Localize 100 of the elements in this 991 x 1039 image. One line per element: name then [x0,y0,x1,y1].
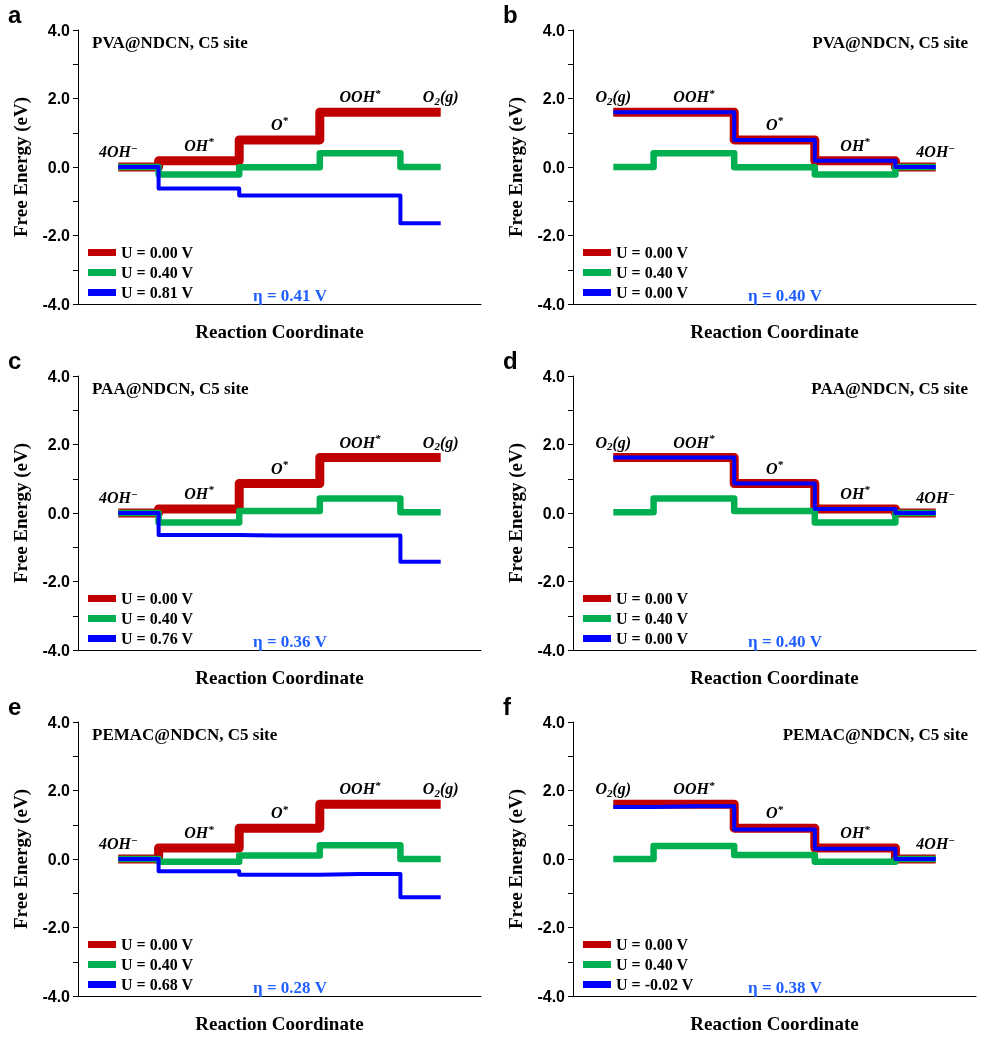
chart-title: PVA@NDCN, C5 site [92,33,249,52]
text: e [8,692,22,720]
y-tick-label: 4.0 [542,713,566,731]
y-tick-label: -2.0 [537,227,566,244]
legend-label: U = 0.00 V [616,935,689,953]
chart-title: PEMAC@NDCN, C5 site [92,725,278,744]
text: c [8,346,22,374]
text: d [503,346,518,374]
y-tick-label: -2.0 [537,919,566,936]
y-tick-label: -4.0 [537,641,566,659]
y-axis-title: Free Energy (eV) [505,443,527,583]
y-tick-label: 4.0 [542,367,566,385]
x-tick-label: OH* [184,483,215,502]
y-tick-label: 0.0 [542,504,566,522]
legend-label: U = 0.00 V [616,283,689,301]
x-tick-label: OH* [184,822,215,842]
legend-label: U = 0.40 V [616,955,689,973]
x-axis-title: Reaction Coordinate [195,1013,364,1034]
text: f [503,692,512,720]
x-axis-title: Reaction Coordinate [195,667,364,688]
y-tick-label: -2.0 [42,573,71,590]
annotation: η = 0.40 V [748,632,823,651]
x-tick-label: OOH* [339,86,382,106]
annotation: η = 0.38 V [748,978,823,997]
legend-label: U = 0.40 V [616,263,689,281]
legend-label: U = 0.00 V [121,243,194,261]
y-tick-label: 4.0 [542,21,566,39]
chart-title: PEMAC@NDCN, C5 site [782,725,969,744]
y-tick-label: -2.0 [42,227,71,244]
chart-title: PVA@NDCN, C5 site [812,33,969,52]
y-tick-label: -4.0 [42,987,71,1005]
y-tick-label: 0.0 [47,504,71,522]
annotation: η = 0.28 V [253,978,328,997]
y-tick-label: 4.0 [47,367,71,385]
y-tick-label: -2.0 [42,919,71,936]
y-tick-label: 2.0 [542,782,566,799]
legend-label: U = 0.00 V [616,589,689,607]
y-tick-label: 0.0 [47,158,71,176]
x-axis-title: Reaction Coordinate [690,667,859,688]
legend-label: U = 0.40 V [121,263,194,281]
legend-label: U = 0.68 V [121,975,194,993]
legend-label: U = 0.76 V [121,629,194,647]
x-axis-title: Reaction Coordinate [195,321,364,342]
x-axis-title: Reaction Coordinate [690,1013,859,1034]
x-tick-label: 4OH− [97,833,138,852]
y-axis-title: Free Energy (eV) [10,789,32,929]
y-tick-label: -4.0 [42,641,71,659]
y-tick-label: 2.0 [47,782,71,799]
legend-label: U = -0.02 V [616,975,694,993]
x-tick-label: 4OH− [915,141,956,160]
x-tick-label: 4OH− [915,833,956,852]
y-tick-label: -2.0 [537,573,566,590]
y-tick-label: 0.0 [47,850,71,868]
annotation: η = 0.36 V [253,632,328,651]
text: b [503,0,518,28]
y-axis-title: Free Energy (eV) [10,443,32,583]
y-tick-label: 4.0 [47,21,71,39]
y-axis-title: Free Energy (eV) [505,789,527,929]
x-tick-label: O* [765,114,784,133]
legend-label: U = 0.00 V [121,935,194,953]
x-tick-label: 4OH− [97,141,138,160]
x-tick-label: 4OH− [97,487,138,506]
chart-title: PAA@NDCN, C5 site [811,379,969,398]
legend-label: U = 0.00 V [121,589,194,607]
x-tick-label: O* [765,458,784,477]
y-tick-label: -4.0 [537,295,566,313]
x-tick-label: OH* [840,822,871,842]
text: a [8,0,22,28]
y-tick-label: 0.0 [542,850,566,868]
x-tick-label: O* [270,802,289,822]
legend-label: U = 0.00 V [616,629,689,647]
y-tick-label: 4.0 [47,713,71,731]
y-tick-label: -4.0 [537,987,566,1005]
legend-label: U = 0.40 V [121,609,194,627]
chart-title: PAA@NDCN, C5 site [92,379,250,398]
legend-label: U = 0.81 V [121,283,194,301]
x-tick-label: 4OH− [915,487,956,506]
x-tick-label: OH* [840,135,871,154]
y-tick-label: 2.0 [542,436,566,453]
legend-label: U = 0.40 V [121,955,194,973]
legend-label: U = 0.40 V [616,609,689,627]
x-tick-label: OH* [840,483,871,502]
x-tick-label: OOH* [673,86,715,106]
legend-label: U = 0.00 V [616,243,689,261]
x-tick-label: OOH* [673,778,715,798]
y-tick-label: 0.0 [542,158,566,176]
x-tick-label: OOH* [673,432,715,451]
x-tick-label: O* [765,802,784,822]
annotation: η = 0.41 V [253,286,328,305]
x-axis-title: Reaction Coordinate [690,321,859,342]
y-tick-label: 2.0 [47,90,71,107]
x-tick-label: OH* [184,135,215,154]
y-axis-title: Free Energy (eV) [10,97,32,237]
y-tick-label: 2.0 [542,90,566,107]
x-tick-label: O* [270,114,289,133]
x-tick-label: OOH* [339,778,382,798]
y-tick-label: -4.0 [42,295,71,313]
x-tick-label: O* [270,458,289,477]
y-tick-label: 2.0 [47,436,71,453]
x-tick-label: OOH* [339,432,382,451]
